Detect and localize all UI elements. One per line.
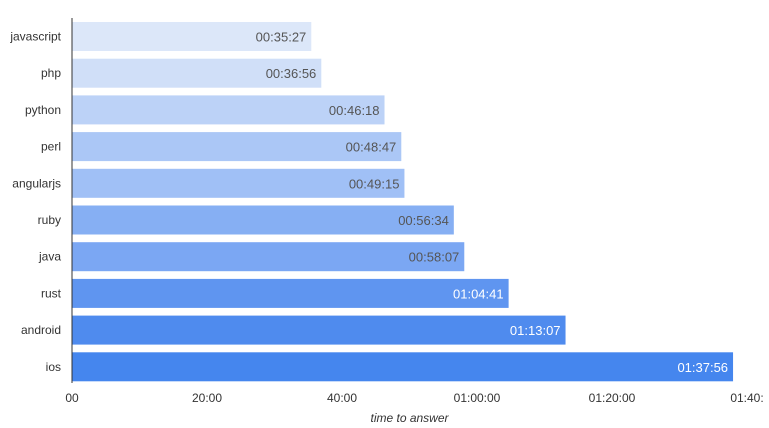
data-label-python: 00:46:18: [329, 103, 380, 118]
category-label-perl: perl: [41, 140, 61, 154]
x-tick-label: 00: [65, 391, 79, 405]
x-tick-label: 20:00: [192, 391, 222, 405]
x-tick-label: 40:00: [327, 391, 357, 405]
bar-android: [72, 315, 566, 345]
bar-rust: [72, 278, 509, 308]
x-axis-title: time to answer: [370, 411, 449, 425]
category-label-ios: ios: [46, 360, 61, 374]
data-label-perl: 00:48:47: [346, 140, 397, 155]
category-label-python: python: [25, 103, 61, 117]
data-label-php: 00:36:56: [266, 66, 317, 81]
category-label-android: android: [21, 323, 61, 337]
x-tick-labels: 00 20:00 40:00 01:00:00 01:20:00 01:40:: [65, 391, 763, 405]
x-tick-label: 01:40:: [730, 391, 763, 405]
category-label-rust: rust: [41, 286, 62, 300]
data-label-angularjs: 00:49:15: [349, 176, 400, 191]
x-tick-label: 01:00:00: [454, 391, 501, 405]
bar-java: [72, 242, 465, 272]
bar-python: [72, 95, 385, 125]
category-labels: javascript php python perl angularjs ruby java…: [9, 30, 61, 374]
bar-ios: [72, 352, 734, 382]
category-label-javascript: javascript: [9, 30, 61, 44]
bar-javascript: [72, 22, 312, 51]
bar-angularjs: [72, 168, 405, 198]
data-label-android: 01:13:07: [510, 323, 561, 338]
bar-php: [72, 58, 322, 88]
bar-perl: [72, 132, 402, 162]
data-label-java: 00:58:07: [409, 250, 460, 265]
category-label-php: php: [41, 66, 61, 80]
data-label-javascript: 00:35:27: [256, 30, 307, 45]
category-label-ruby: ruby: [38, 213, 61, 227]
data-label-ruby: 00:56:34: [398, 213, 449, 228]
data-label-ios: 01:37:56: [677, 360, 728, 375]
data-label-rust: 01:04:41: [453, 286, 504, 301]
bars-group: 00:35:27 00:36:56 00:46:18 00:48:47 00:49:15…: [72, 22, 734, 382]
x-tick-label: 01:20:00: [589, 391, 636, 405]
category-label-angularjs: angularjs: [12, 176, 61, 190]
bar-ruby: [72, 205, 454, 235]
category-label-java: java: [38, 250, 61, 264]
